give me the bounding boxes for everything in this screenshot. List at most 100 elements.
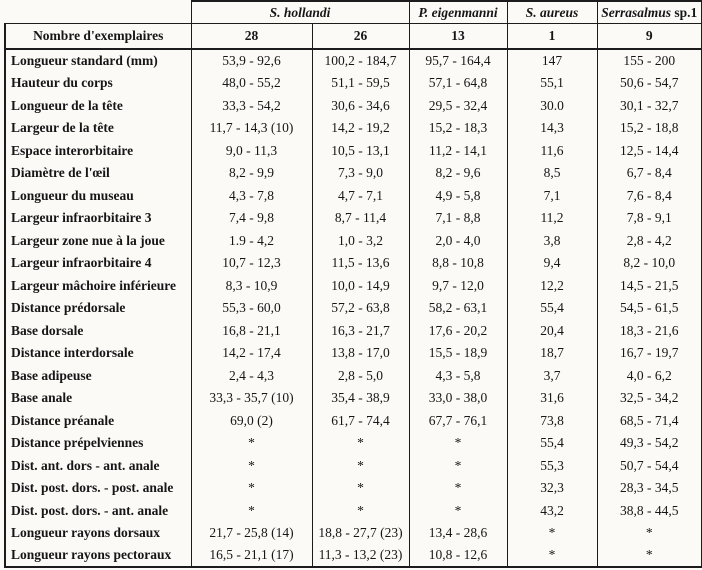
value-cell: *	[311, 499, 409, 522]
value-cell: 2,0 - 4,0	[408, 229, 507, 252]
value-cell: *	[408, 454, 507, 477]
value-cell: 69,0 (2)	[190, 409, 312, 432]
value-cell: 8,2 - 9,6	[408, 161, 507, 185]
value-cell: 29,5 - 32,4	[408, 94, 507, 117]
value-cell: 73,8	[506, 409, 597, 432]
value-cell: 33,0 - 38,0	[408, 386, 507, 410]
value-cell: 30.0	[506, 94, 597, 117]
value-cell: 4,9 - 5,8	[408, 184, 507, 207]
value-cell: 147	[506, 49, 597, 72]
measurement-label: Longueur rayons pectoraux	[4, 544, 191, 568]
value-cell: 35,4 - 38,9	[311, 386, 409, 410]
value-cell: 3,8	[506, 229, 597, 252]
value-cell: 11,2 - 14,1	[408, 139, 507, 162]
value-cell: 13,8 - 17,0	[311, 341, 409, 365]
value-cell: 14,2 - 17,4	[190, 341, 312, 365]
value-cell: 61,7 - 74,4	[311, 409, 409, 432]
value-cell: 1,0 - 3,2	[311, 229, 409, 252]
value-cell: *	[190, 454, 312, 477]
value-cell: 12,2	[506, 274, 597, 297]
value-cell: 7,8 - 9,1	[596, 206, 702, 230]
measurement-label: Largeur infraorbitaire 4	[4, 251, 191, 275]
value-cell: 33,3 - 35,7 (10)	[190, 386, 312, 410]
value-cell: 9,4	[506, 251, 597, 275]
value-cell: 18,8 - 27,7 (23)	[311, 521, 409, 545]
value-cell: 32,3	[506, 476, 597, 500]
measurement-label: Dist. post. dors. - post. anale	[4, 476, 191, 500]
value-cell: 95,7 - 164,4	[408, 49, 507, 72]
value-cell: 11,7 - 14,3 (10)	[190, 116, 312, 140]
value-cell: 16,5 - 21,1 (17)	[190, 544, 312, 568]
value-cell: 43,2	[506, 499, 597, 522]
value-cell: 7,3 - 9,0	[311, 161, 409, 185]
table-row: Longueur de la tête 33,3 - 54,2 30,6 - 34,…	[4, 94, 702, 117]
measurement-label: Diamètre de l'œil	[4, 161, 191, 185]
value-cell: 7,4 - 9,8	[190, 206, 312, 230]
value-cell: 20,4	[506, 319, 597, 342]
table-row: Base anale 33,3 - 35,7 (10) 35,4 - 38,9 33,…	[4, 386, 702, 410]
value-cell: 17,6 - 20,2	[408, 319, 507, 342]
value-cell: 28,3 - 34,5	[596, 476, 702, 500]
species-name-header: P. eigenmanni	[408, 0, 507, 23]
value-cell: 14,2 - 19,2	[311, 116, 409, 140]
measurement-label: Base adipeuse	[4, 364, 191, 387]
value-cell: 7,6 - 8,4	[596, 184, 702, 207]
value-cell: 31,6	[506, 386, 597, 410]
value-cell: 33,3 - 54,2	[190, 94, 312, 117]
measurement-label: Largeur infraorbitaire 3	[4, 206, 191, 230]
value-cell: 100,2 - 184,7	[311, 49, 409, 72]
value-cell: 16,8 - 21,1	[190, 319, 312, 342]
table-row: Distance prépelviennes * * * 55,4 49,3 - 54,2	[4, 431, 702, 455]
value-cell: 38,8 - 44,5	[596, 499, 702, 522]
value-cell: 8,8 - 10,8	[408, 251, 507, 275]
value-cell: 8,2 - 10,0	[596, 251, 702, 275]
table-row: Distance préanale 69,0 (2) 61,7 - 74,4 67,7…	[4, 409, 702, 432]
value-cell: 11,5 - 13,6	[311, 251, 409, 275]
table-row: Dist. ant. dors - ant. anale * * * 55,3 50,7 …	[4, 454, 702, 477]
measurement-label: Hauteur du corps	[4, 71, 191, 95]
corner-blank-cell	[5, 1, 191, 23]
value-cell: 16,3 - 21,7	[311, 319, 409, 342]
value-cell: 50,6 - 54,7	[596, 71, 702, 95]
value-cell: 4,3 - 7,8	[190, 184, 312, 207]
value-cell: 18,3 - 21,6	[596, 319, 702, 342]
specimen-count-cell: 1	[506, 22, 597, 50]
table-row: Hauteur du corps 48,0 - 55,2 51,1 - 59,5 57…	[4, 71, 702, 95]
table-row: Base adipeuse 2,4 - 4,3 2,8 - 5,0 4,3 - 5,8…	[4, 364, 702, 387]
value-cell: 6,7 - 8,4	[596, 161, 702, 185]
value-cell: 30,1 - 32,7	[596, 94, 702, 117]
value-cell: 9,7 - 12,0	[408, 274, 507, 297]
value-cell: 57,1 - 64,8	[408, 71, 507, 95]
value-cell: *	[408, 431, 507, 455]
species-name-header: S. aureus	[506, 0, 597, 23]
value-cell: 155 - 200	[596, 49, 702, 72]
value-cell: 2,4 - 4,3	[190, 364, 312, 387]
value-cell: 50,7 - 54,4	[596, 454, 702, 477]
value-cell: 4,3 - 5,8	[408, 364, 507, 387]
value-cell: 8,3 - 10,9	[190, 274, 312, 297]
measurement-label: Distance préanale	[4, 409, 191, 432]
table-row: Espace interorbitaire 9,0 - 11,3 10,5 - 13…	[4, 139, 702, 162]
value-cell: 10,7 - 12,3	[190, 251, 312, 275]
value-cell: 13,4 - 28,6	[408, 521, 507, 545]
value-cell: 58,2 - 63,1	[408, 296, 507, 320]
table-row: Longueur standard (mm) 53,9 - 92,6 100,2 -…	[4, 49, 702, 72]
value-cell: *	[190, 499, 312, 522]
value-cell: 15,5 - 18,9	[408, 341, 507, 365]
table-row: Distance prédorsale 55,3 - 60,0 57,2 - 63,…	[4, 296, 702, 320]
value-cell: 9,0 - 11,3	[190, 139, 312, 162]
value-cell: 10,0 - 14,9	[311, 274, 409, 297]
value-cell: 53,9 - 92,6	[190, 49, 312, 72]
value-cell: 51,1 - 59,5	[311, 71, 409, 95]
value-cell: 54,5 - 61,5	[596, 296, 702, 320]
measurement-label: Longueur de la tête	[4, 94, 191, 117]
species-header-row: S. hollandi P. eigenmanni S. aureus Serrasa…	[5, 0, 702, 23]
value-cell: 68,5 - 71,4	[596, 409, 702, 432]
value-cell: 32,5 - 34,2	[596, 386, 702, 410]
value-cell: *	[408, 476, 507, 500]
table-row: Longueur rayons pectoraux 16,5 - 21,1 (17…	[4, 544, 702, 568]
value-cell: 48,0 - 55,2	[190, 71, 312, 95]
table-row: Diamètre de l'œil 8,2 - 9,9 7,3 - 9,0 8,2 -…	[4, 161, 702, 185]
value-cell: 18,7	[506, 341, 597, 365]
